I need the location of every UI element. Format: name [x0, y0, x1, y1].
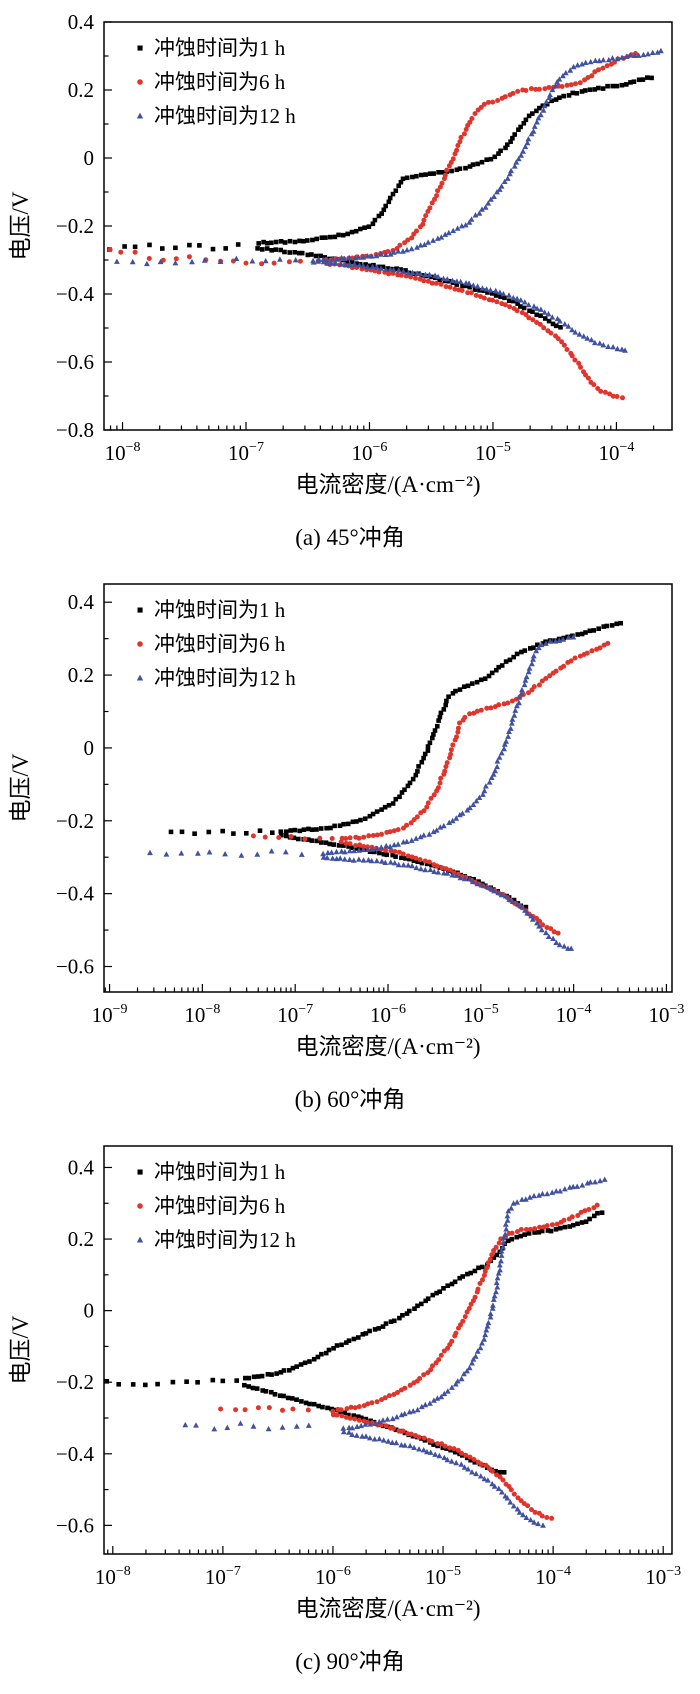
legend-square-icon: [137, 607, 143, 613]
legend-label: 冲蚀时间为6 h: [154, 70, 286, 94]
panel-b: 10−9 10−8 10−7 10−6 10−5 10−4 10−3 −0.6 −0.4 −0.2…: [0, 570, 700, 1122]
legend-circle-icon: [137, 1203, 143, 1209]
x-tick-label: 10−7: [277, 1002, 313, 1027]
caption-b: (b) 60°冲角: [294, 1087, 406, 1112]
x-tick-label: 10−5: [475, 440, 511, 465]
y-tick-label: −0.8: [56, 418, 94, 442]
axis-ticks: [104, 21, 655, 431]
legend-square-icon: [137, 45, 143, 51]
y-tick-label: 0.2: [68, 1227, 94, 1251]
y-axis-title: 电压/V: [8, 191, 33, 260]
caption-a: (a) 45°冲角: [295, 525, 405, 550]
legend-label: 冲蚀时间为12 h: [154, 1228, 296, 1252]
axis-tick-labels: 10−9 10−8 10−7 10−6 10−5 10−4 10−3 −0.6 −0.4 −0.2…: [56, 590, 684, 1027]
x-tick-label: 10−6: [352, 440, 388, 465]
caption-c: (c) 90°冲角: [295, 1649, 405, 1674]
series-3-markers: [147, 634, 577, 951]
legend-circle-icon: [137, 641, 143, 647]
series-3-markers: [114, 47, 664, 353]
y-tick-label: −0.2: [56, 214, 94, 238]
y-tick-label: 0.4: [68, 590, 95, 614]
legend: 冲蚀时间为1 h 冲蚀时间为6 h 冲蚀时间为12 h: [136, 36, 296, 128]
x-tick-label: 10−3: [648, 1002, 684, 1027]
x-tick-label: 10−5: [463, 1002, 499, 1027]
series-2-markers: [218, 1202, 600, 1521]
x-tick-label: 10−7: [228, 440, 264, 465]
legend-circle-icon: [137, 79, 143, 85]
polarization-chart-90deg: 10−8 10−7 10−6 10−5 10−4 10−3 −0.6 −0.4 −0.2 0 0.2…: [0, 1132, 700, 1644]
y-tick-label: −0.4: [56, 882, 95, 906]
x-axis-title: 电流密度/(A·cm⁻²): [295, 472, 480, 497]
y-tick-label: 0.2: [68, 78, 94, 102]
y-tick-label: 0.2: [68, 663, 94, 687]
legend: 冲蚀时间为1 h 冲蚀时间为6 h 冲蚀时间为12 h: [136, 1160, 296, 1252]
y-tick-label: −0.4: [56, 1442, 95, 1466]
axis-ticks: [104, 601, 668, 992]
x-axis-title: 电流密度/(A·cm⁻²): [295, 1596, 480, 1621]
legend-triangle-icon: [136, 674, 144, 681]
y-tick-label: −0.2: [56, 809, 94, 833]
y-axis-title: 电压/V: [8, 1315, 33, 1384]
x-tick-label: 10−7: [205, 1564, 241, 1589]
x-tick-label: 10−4: [598, 440, 634, 465]
legend-label: 冲蚀时间为6 h: [154, 632, 286, 656]
series-2-markers: [107, 51, 638, 401]
x-tick-label: 10−9: [92, 1002, 128, 1027]
x-tick-label: 10−6: [370, 1002, 406, 1027]
legend-label: 冲蚀时间为1 h: [154, 1160, 286, 1184]
legend-label: 冲蚀时间为12 h: [154, 104, 296, 128]
x-tick-label: 10−3: [645, 1564, 681, 1589]
x-tick-label: 10−8: [95, 1564, 131, 1589]
series-1-markers: [107, 75, 654, 330]
axis-tick-labels: 10−8 10−7 10−6 10−5 10−4 −0.8 −0.6 −0.4 −0.2 0 0.2…: [56, 10, 634, 465]
polarization-chart-60deg: 10−9 10−8 10−7 10−6 10−5 10−4 10−3 −0.6 −0.4 −0.2…: [0, 570, 700, 1082]
x-tick-label: 10−8: [105, 440, 141, 465]
x-tick-label: 10−4: [556, 1002, 592, 1027]
polarization-chart-45deg: 10−8 10−7 10−6 10−5 10−4 −0.8 −0.6 −0.4 −0.2 0 0.2…: [0, 8, 700, 520]
series-2-markers: [250, 640, 611, 936]
legend-square-icon: [137, 1169, 143, 1175]
x-tick-label: 10−8: [184, 1002, 220, 1027]
legend-label: 冲蚀时间为1 h: [154, 598, 286, 622]
legend-label: 冲蚀时间为1 h: [154, 36, 286, 60]
y-axis-title: 电压/V: [8, 753, 33, 822]
axis-ticks: [104, 1166, 664, 1554]
plot-frame: [103, 1145, 673, 1555]
series-1-markers: [168, 620, 623, 910]
x-tick-label: 10−5: [425, 1564, 461, 1589]
legend-triangle-icon: [136, 112, 144, 119]
y-tick-label: 0.4: [68, 10, 95, 34]
legend-triangle-icon: [136, 1236, 144, 1243]
y-tick-label: 0.4: [68, 1155, 95, 1179]
y-tick-label: 0: [84, 1299, 95, 1323]
legend-label: 冲蚀时间为12 h: [154, 666, 296, 690]
y-tick-label: 0: [84, 736, 95, 760]
y-tick-label: −0.2: [56, 1370, 94, 1394]
y-tick-label: −0.4: [56, 282, 95, 306]
x-axis-title: 电流密度/(A·cm⁻²): [295, 1034, 480, 1059]
panel-c: 10−8 10−7 10−6 10−5 10−4 10−3 −0.6 −0.4 −0.2 0 0.2…: [0, 1132, 700, 1684]
y-tick-label: 0: [84, 146, 95, 170]
legend: 冲蚀时间为1 h 冲蚀时间为6 h 冲蚀时间为12 h: [136, 598, 296, 690]
panel-a: 10−8 10−7 10−6 10−5 10−4 −0.8 −0.6 −0.4 −0.2 0 0.2…: [0, 8, 700, 560]
y-tick-label: −0.6: [56, 1513, 94, 1537]
y-tick-label: −0.6: [56, 350, 94, 374]
y-tick-label: −0.6: [56, 955, 94, 979]
series-3-markers: [182, 1176, 608, 1528]
legend-label: 冲蚀时间为6 h: [154, 1194, 286, 1218]
x-tick-label: 10−6: [315, 1564, 351, 1589]
x-tick-label: 10−4: [535, 1564, 571, 1589]
